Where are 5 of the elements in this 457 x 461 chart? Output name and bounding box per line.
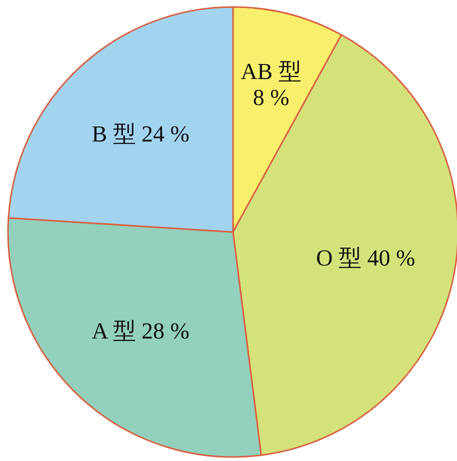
slice-label: B 型 24 %: [92, 122, 190, 147]
slice-label: O 型 40 %: [316, 245, 416, 270]
slice-label: AB 型: [240, 58, 302, 84]
data-label: 8 %: [252, 84, 290, 110]
slice-label: A 型 28 %: [92, 318, 190, 344]
